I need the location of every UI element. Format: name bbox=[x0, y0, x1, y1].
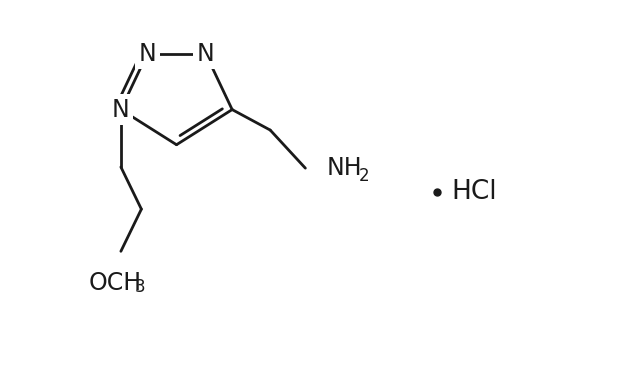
Text: N: N bbox=[138, 42, 156, 66]
Text: NH: NH bbox=[327, 156, 363, 180]
Text: HCl: HCl bbox=[452, 179, 497, 205]
Text: OCH: OCH bbox=[89, 271, 142, 294]
Text: 3: 3 bbox=[134, 278, 145, 296]
Text: N: N bbox=[112, 98, 130, 122]
Text: N: N bbox=[197, 42, 214, 66]
Text: 2: 2 bbox=[358, 167, 369, 185]
